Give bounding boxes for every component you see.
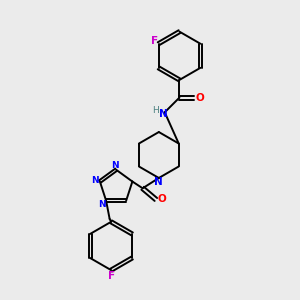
Text: H: H [152, 106, 159, 115]
Text: N: N [98, 200, 106, 209]
Text: O: O [157, 194, 166, 205]
Text: O: O [195, 93, 204, 103]
Text: N: N [154, 177, 163, 188]
Text: N: N [159, 110, 167, 119]
Text: F: F [107, 271, 115, 281]
Text: F: F [152, 36, 159, 46]
Text: N: N [111, 161, 119, 170]
Text: N: N [91, 176, 98, 185]
